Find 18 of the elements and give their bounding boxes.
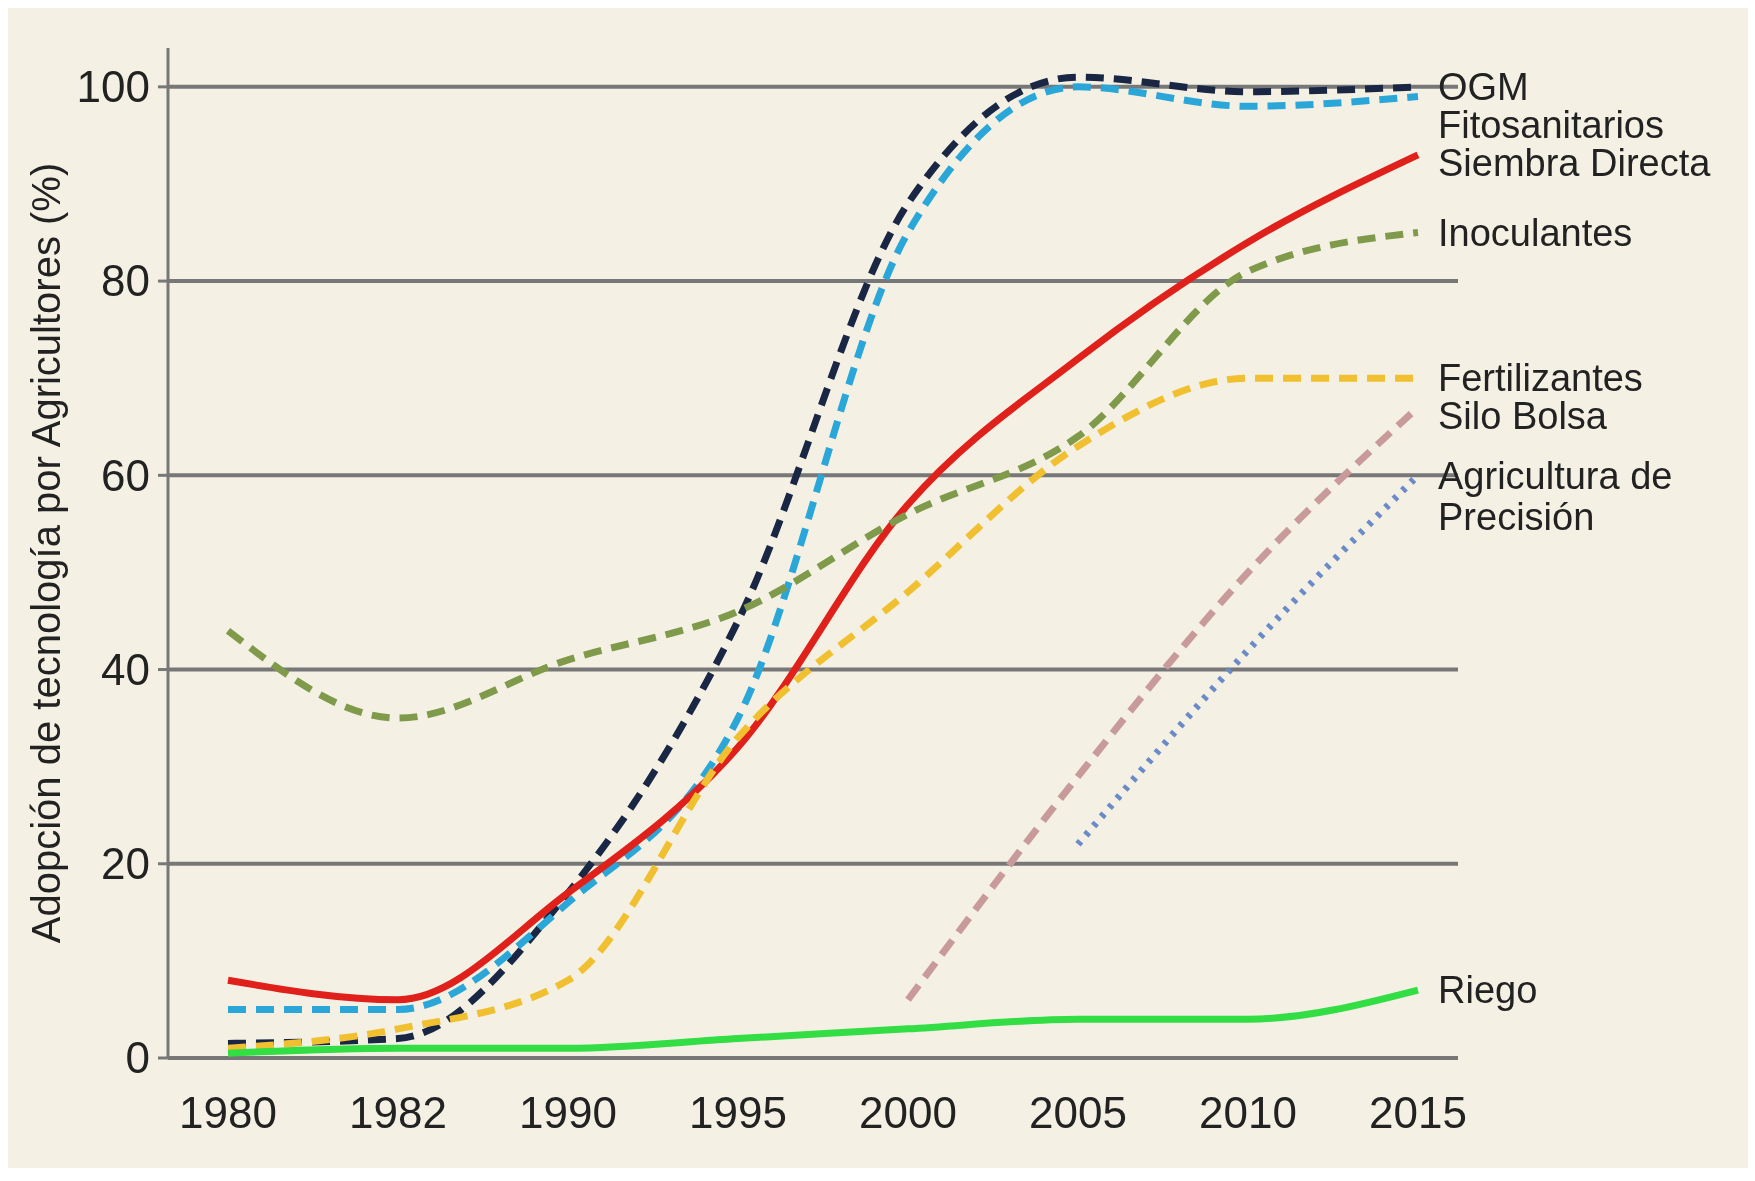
y-tick-label: 80 xyxy=(101,256,150,306)
x-tick-label: 1982 xyxy=(349,1088,447,1137)
x-tick-label: 1980 xyxy=(179,1088,277,1137)
series-label: Inoculantes xyxy=(1438,211,1633,254)
x-tick-label: 2010 xyxy=(1199,1088,1297,1137)
x-tick-label: 1990 xyxy=(519,1088,617,1137)
y-axis-title: Adopción de tecnología por Agricultores (%) xyxy=(24,162,68,944)
x-tick-label: 1995 xyxy=(689,1088,787,1137)
series-label: Agricultura de Precisión xyxy=(1438,454,1673,539)
x-tick-label: 2000 xyxy=(859,1088,957,1137)
x-tick-label: 2005 xyxy=(1029,1088,1127,1137)
y-tick-label: 60 xyxy=(101,450,150,500)
y-tick-label: 0 xyxy=(125,1033,150,1083)
y-tick-label: 100 xyxy=(76,62,150,112)
series-label: Riego xyxy=(1438,969,1538,1012)
x-tick-label: 2015 xyxy=(1369,1088,1467,1137)
y-tick-label: 20 xyxy=(101,839,150,889)
y-tick-label: 40 xyxy=(101,644,150,694)
